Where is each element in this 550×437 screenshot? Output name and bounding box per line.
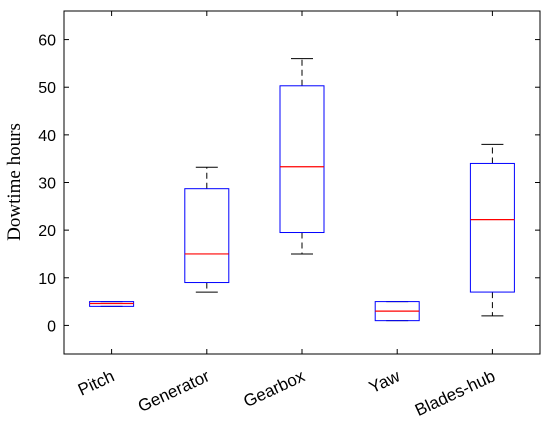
box-iqr xyxy=(184,188,230,284)
y-tick-label: 20 xyxy=(38,223,56,240)
x-tick-label: Gearbox xyxy=(241,366,309,411)
y-tick-label: 30 xyxy=(38,176,56,193)
y-tick-label: 0 xyxy=(47,318,56,335)
box-gearbox xyxy=(279,58,325,255)
box-pitch xyxy=(89,301,135,307)
box-blades-hub xyxy=(469,143,515,317)
y-tick-label: 10 xyxy=(38,271,56,288)
box-yaw xyxy=(374,301,420,322)
x-tick-label: Yaw xyxy=(366,366,404,397)
boxes xyxy=(89,58,515,322)
plot-area xyxy=(63,10,541,355)
x-tick-label: Generator xyxy=(135,366,213,416)
y-tick-label: 40 xyxy=(38,128,56,145)
box-iqr xyxy=(279,85,325,234)
y-tick-label: 60 xyxy=(38,33,56,50)
x-tick-label: Pitch xyxy=(75,366,117,399)
y-tick-label: 50 xyxy=(38,80,56,97)
y-axis: 0 10 20 30 40 50 60 xyxy=(38,33,540,335)
x-tick-label: Blades-hub xyxy=(412,366,498,420)
box-generator xyxy=(184,166,230,293)
box-iqr xyxy=(469,162,515,293)
y-axis-label: Dowtime hours xyxy=(4,123,25,241)
